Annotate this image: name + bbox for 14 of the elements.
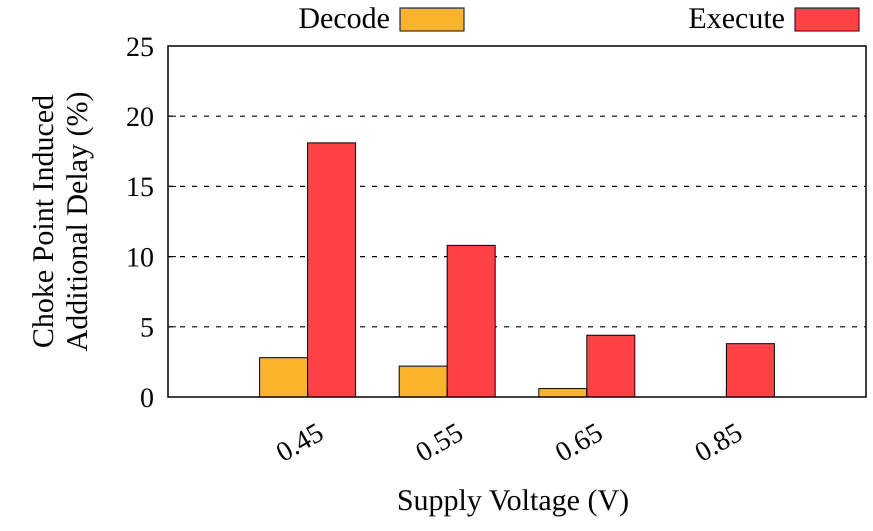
x-tick-label: 0.85: [690, 417, 748, 469]
y-tick-label: 5: [140, 312, 154, 344]
y-axis-title: Choke Point Induced Additional Delay (%): [27, 92, 94, 352]
y-tick-label: 0: [140, 382, 154, 414]
x-tick-label: 0.45: [270, 417, 329, 469]
x-axis-title: Supply Voltage (V): [396, 484, 630, 517]
y-tick-label: 20: [126, 102, 154, 133]
legend-label: Decode: [298, 2, 390, 35]
y-tick-label: 15: [126, 172, 154, 204]
y-tick-label: 10: [126, 242, 154, 274]
x-tick-label: 0.55: [410, 417, 468, 469]
y-tick-label: 25: [126, 32, 154, 63]
x-tick-label: 0.65: [550, 417, 608, 469]
legend-label: Execute: [688, 2, 785, 35]
